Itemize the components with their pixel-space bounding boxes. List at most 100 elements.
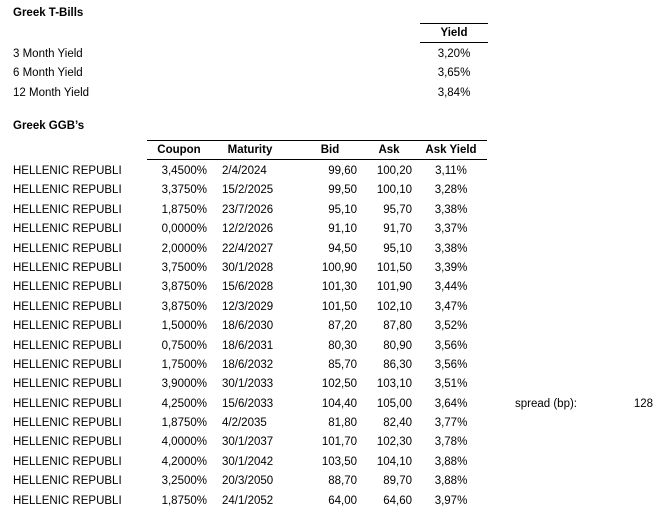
bond-bid: 91,10: [328, 223, 357, 236]
bond-bid: 87,20: [328, 320, 357, 333]
table-row: HELLENIC REPUBLI 1,8750% 4/2/2035 81,80 82,4…: [0, 414, 666, 433]
column-header-maturity: Maturity: [227, 144, 273, 156]
spread-annotation: spread (bp): 128: [0, 395, 666, 414]
bond-ask: 104,10: [376, 455, 412, 468]
bond-bid: 104,40: [321, 397, 357, 410]
bond-coupon: 3,7500%: [161, 261, 207, 274]
bond-maturity: 18/6/2030: [222, 320, 274, 333]
table-row: HELLENIC REPUBLI 2,0000% 22/4/2027 94,50 95,…: [0, 240, 666, 259]
bond-ask: 102,30: [376, 436, 412, 449]
bond-ask-yield: 3,51%: [434, 378, 468, 391]
column-header-ask: Ask: [378, 144, 400, 156]
bond-bid: 64,00: [328, 494, 357, 507]
bond-coupon: 2,0000%: [161, 242, 207, 255]
bond-issuer: HELLENIC REPUBLI: [13, 223, 122, 236]
ggb-table-header-row: Coupon Maturity Bid Ask Ask Yield: [147, 140, 487, 160]
table-row: HELLENIC REPUBLI 0,0000% 12/2/2026 91,10 91,…: [0, 220, 666, 239]
bond-ask-yield: 3,56%: [434, 358, 468, 371]
tbills-yield-value: 3,84%: [437, 86, 471, 99]
bond-coupon: 3,3750%: [161, 184, 207, 197]
bond-ask: 100,20: [376, 165, 412, 177]
column-header-bid: Bid: [320, 144, 340, 156]
table-row: HELLENIC REPUBLI 4,2500% 15/6/2033 104,40 10…: [0, 395, 666, 414]
tbills-row: 12 Month Yield 3,84%: [0, 84, 666, 103]
ggb-section-title: Greek GGB’s: [13, 120, 85, 132]
bond-ask-yield: 3,97%: [434, 494, 468, 507]
bond-issuer: HELLENIC REPUBLI: [13, 455, 122, 468]
bond-coupon: 1,5000%: [161, 320, 207, 333]
bond-bid: 94,50: [328, 242, 357, 255]
bond-maturity: 30/1/2028: [222, 261, 274, 274]
table-row: HELLENIC REPUBLI 1,8750% 24/1/2052 64,00 64,…: [0, 492, 666, 511]
bond-ask-yield: 3,64%: [434, 397, 468, 410]
bond-bid: 95,10: [328, 203, 357, 216]
spread-label: spread (bp):: [515, 398, 578, 410]
bond-issuer: HELLENIC REPUBLI: [13, 358, 122, 371]
bond-ask: 64,60: [383, 494, 412, 507]
bond-ask: 100,10: [376, 184, 412, 197]
bond-issuer: HELLENIC REPUBLI: [13, 165, 122, 177]
spread-value: 128: [633, 398, 653, 410]
bond-ask: 105,00: [376, 397, 412, 410]
bond-coupon: 1,8750%: [161, 494, 207, 507]
bond-ask-yield: 3,52%: [434, 320, 468, 333]
bond-coupon: 1,7500%: [161, 358, 207, 371]
bond-bid: 101,70: [321, 436, 357, 449]
bond-bid: 103,50: [321, 455, 357, 468]
bond-maturity: 30/1/2033: [222, 378, 274, 391]
bond-issuer: HELLENIC REPUBLI: [13, 281, 122, 294]
bond-ask-yield: 3,44%: [434, 281, 468, 294]
tbills-row-label: 12 Month Yield: [13, 86, 90, 99]
bond-ask: 86,30: [383, 358, 412, 371]
bond-ask-yield: 3,77%: [434, 417, 468, 430]
tbills-row-label: 6 Month Yield: [13, 67, 83, 80]
table-row: HELLENIC REPUBLI 1,7500% 18/6/2032 85,70 86,…: [0, 356, 666, 375]
bond-ask: 95,10: [383, 242, 412, 255]
tbills-yield-value: 3,65%: [437, 67, 471, 80]
bond-coupon: 3,2500%: [161, 475, 207, 488]
bond-ask: 95,70: [383, 203, 412, 216]
bond-bid: 100,90: [321, 261, 357, 274]
bond-bid: 81,80: [328, 417, 357, 430]
bond-bid: 88,70: [328, 475, 357, 488]
bond-ask: 91,70: [383, 223, 412, 236]
bond-bid: 102,50: [321, 378, 357, 391]
bond-maturity: 12/3/2029: [222, 300, 274, 313]
bond-ask: 103,10: [376, 378, 412, 391]
bond-maturity: 12/2/2026: [222, 223, 274, 236]
bond-issuer: HELLENIC REPUBLI: [13, 320, 122, 333]
bond-coupon: 3,8750%: [161, 281, 207, 294]
bond-ask-yield: 3,56%: [434, 339, 468, 352]
bond-issuer: HELLENIC REPUBLI: [13, 261, 122, 274]
bond-issuer: HELLENIC REPUBLI: [13, 203, 122, 216]
bond-issuer: HELLENIC REPUBLI: [13, 397, 122, 410]
column-header-ask-yield: Ask Yield: [425, 144, 477, 156]
bond-issuer: HELLENIC REPUBLI: [13, 184, 122, 197]
bond-bid: 99,60: [328, 165, 357, 177]
bond-coupon: 0,7500%: [161, 339, 207, 352]
bond-maturity: 24/1/2052: [222, 494, 274, 507]
bond-ask-yield: 3,38%: [434, 203, 468, 216]
bond-maturity: 30/1/2042: [222, 455, 274, 468]
tbills-row: 6 Month Yield 3,65%: [0, 64, 666, 83]
bond-bid: 101,30: [321, 281, 357, 294]
bond-ask-yield: 3,47%: [434, 300, 468, 313]
bond-ask: 80,90: [383, 339, 412, 352]
bond-issuer: HELLENIC REPUBLI: [13, 378, 122, 391]
bond-bid: 99,50: [328, 184, 357, 197]
table-row: HELLENIC REPUBLI 3,8750% 15/6/2028 101,30 10…: [0, 278, 666, 297]
bond-issuer: HELLENIC REPUBLI: [13, 300, 122, 313]
table-row: HELLENIC REPUBLI 3,7500% 30/1/2028 100,90 10…: [0, 259, 666, 278]
column-header-coupon: Coupon: [157, 144, 201, 156]
bond-coupon: 1,8750%: [161, 203, 207, 216]
bond-issuer: HELLENIC REPUBLI: [13, 475, 122, 488]
table-row: HELLENIC REPUBLI 1,5000% 18/6/2030 87,20 87,…: [0, 317, 666, 336]
table-row: HELLENIC REPUBLI 4,0000% 30/1/2037 101,70 10…: [0, 433, 666, 452]
bond-coupon: 3,8750%: [161, 300, 207, 313]
bond-ask-yield: 3,78%: [434, 436, 468, 449]
bond-issuer: HELLENIC REPUBLI: [13, 494, 122, 507]
tbills-yield-value: 3,20%: [437, 48, 471, 60]
bond-ask-yield: 3,37%: [434, 223, 468, 236]
bond-maturity: 23/7/2026: [222, 203, 274, 216]
